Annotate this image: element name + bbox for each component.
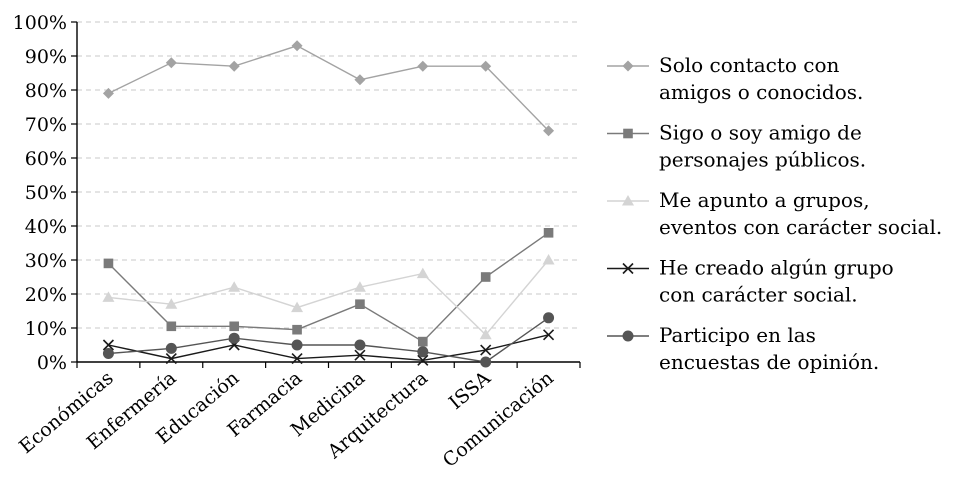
data-point (480, 344, 492, 356)
data-point (418, 336, 428, 347)
x-axis-ticks: EconómicasEnfermeríaEducaciónFarmaciaMed… (15, 367, 558, 472)
legend-label: Me apunto a grupos, eventos con carácter … (659, 188, 942, 239)
series-group (102, 40, 555, 368)
legend-label: He creado algún grupo con carácter social… (659, 256, 894, 307)
y-tick-label: 100% (13, 12, 67, 34)
legend-marker (622, 60, 634, 72)
data-point (228, 332, 240, 344)
y-tick-label: 0% (37, 352, 67, 374)
y-tick-label: 90% (25, 46, 67, 68)
grid-lines (77, 21, 580, 329)
legend-marker (622, 330, 634, 342)
data-point (165, 342, 177, 354)
y-tick-label: 60% (25, 148, 67, 170)
series-line (108, 259, 550, 336)
data-point (102, 291, 115, 302)
y-tick-label: 10% (25, 318, 67, 340)
legend-label: Sigo o soy amigo de personajes públicos. (659, 121, 866, 172)
data-point (353, 281, 366, 292)
data-point (291, 40, 303, 52)
x-tick-label: ISSA (445, 367, 495, 414)
data-point (543, 228, 554, 238)
data-point (480, 356, 492, 368)
series-5 (102, 312, 555, 368)
y-tick-label: 20% (25, 284, 67, 306)
data-point (417, 60, 429, 72)
data-point (354, 349, 366, 361)
x-tick-label: Comunicación (439, 367, 558, 472)
y-tick-label: 50% (25, 182, 67, 204)
legend-label: Participo en las encuestas de opinión. (659, 323, 879, 374)
data-point (166, 321, 177, 332)
series-3 (102, 254, 555, 340)
data-point (165, 298, 178, 309)
data-point (354, 74, 366, 86)
series-2 (103, 228, 554, 347)
y-tick-label: 70% (25, 114, 67, 136)
y-axis-ticks: 0% 10% 20% 30% 40% 50% 60% 70% 80% 90% 100% (13, 12, 67, 374)
data-point (291, 339, 303, 351)
axes (71, 21, 581, 368)
data-point (480, 272, 491, 282)
legend-marker (622, 195, 634, 206)
data-point (417, 354, 429, 366)
y-tick-label: 30% (25, 250, 67, 272)
data-point (291, 301, 304, 313)
data-point (102, 348, 114, 359)
data-point (102, 339, 115, 351)
legend-marker (623, 128, 633, 139)
data-point (228, 281, 241, 292)
data-point (354, 339, 366, 351)
data-point (542, 329, 555, 341)
series-1 (102, 40, 555, 137)
data-point (165, 353, 177, 365)
data-point (416, 267, 429, 279)
legend-item: He creado algún grupo con carácter social… (607, 256, 894, 307)
data-point (229, 321, 239, 332)
data-point (102, 87, 114, 99)
series-line (108, 317, 549, 363)
legend-marker (622, 262, 634, 275)
series-4 (102, 329, 555, 366)
data-point (292, 324, 302, 335)
data-point (228, 60, 240, 72)
data-point (291, 353, 303, 365)
series-line (108, 334, 549, 362)
data-point (542, 254, 555, 265)
data-point (480, 60, 492, 72)
legend-item: Sigo o soy amigo de personajes públicos. (607, 121, 866, 172)
data-point (543, 125, 555, 137)
data-point (417, 346, 429, 358)
series-line (107, 232, 549, 343)
data-point (543, 312, 555, 324)
legend-label: Solo contacto con amigos o conocidos. (659, 53, 863, 104)
data-point (355, 299, 365, 309)
y-tick-label: 80% (25, 80, 67, 102)
legend: Solo contacto con amigos o conocidos. Sigo… (607, 53, 942, 374)
y-tick-label: 40% (25, 216, 67, 238)
data-point (165, 57, 177, 69)
data-point (103, 258, 114, 269)
legend-item: Participo en las encuestas de opinión. (607, 323, 879, 374)
legend-item: Solo contacto con amigos o conocidos. (607, 53, 863, 104)
series-line (108, 45, 550, 132)
legend-item: Me apunto a grupos, eventos con carácter … (607, 188, 942, 239)
data-point (479, 328, 492, 340)
